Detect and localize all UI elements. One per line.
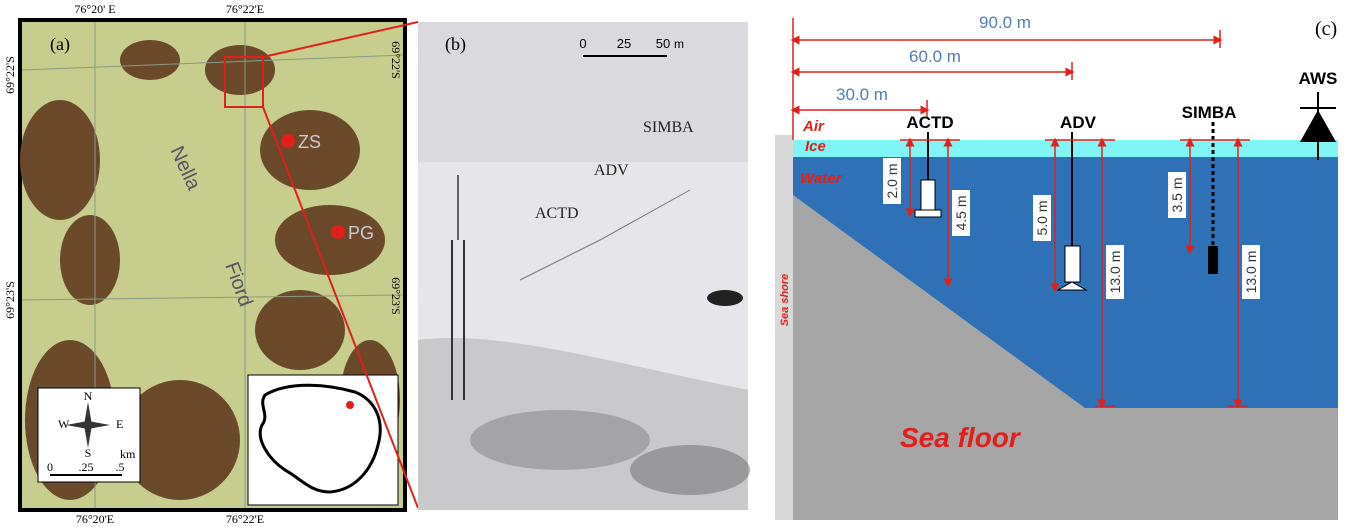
scale-tick: 50 xyxy=(656,36,670,51)
depth-label: 5.0 m xyxy=(1034,200,1050,235)
depth-label: 3.5 m xyxy=(1169,177,1185,212)
scale-tick: .5 xyxy=(116,460,125,474)
zoom-line xyxy=(262,21,419,58)
station-dot xyxy=(331,225,345,239)
compass-e: E xyxy=(116,417,123,431)
panel-label: (c) xyxy=(1315,18,1337,40)
shore xyxy=(775,135,793,520)
station-label: ZS xyxy=(298,132,321,152)
dim-label: 60.0 m xyxy=(909,47,961,66)
lat-label: 69°23'S xyxy=(3,281,17,319)
adv xyxy=(1064,245,1081,283)
map-panel: (a) 76°20' E 76°22'E 76°20'E 76°22'E 69°… xyxy=(3,2,407,526)
scale-tick: 25 xyxy=(617,36,631,51)
instrument-label: ACTD xyxy=(535,205,579,222)
instrument-label: AWS xyxy=(1299,69,1338,88)
layer-label: Air xyxy=(802,118,825,135)
aws xyxy=(1300,110,1336,142)
actd xyxy=(920,179,936,211)
compass-box: N S E W km 0 .25 .5 xyxy=(37,387,141,483)
photo-panel: (b) 0 25 50 m SIMBA ADV ACTD xyxy=(418,22,750,510)
lat-label: 69°23'S xyxy=(389,277,403,315)
layer-label: Ice xyxy=(805,138,826,155)
compass-w: W xyxy=(58,417,70,431)
compass-s: S xyxy=(85,446,92,460)
scale-unit: km xyxy=(120,447,136,461)
lat-label: 69°22'S xyxy=(389,41,403,79)
lat-label: 69°22'S xyxy=(3,56,17,94)
dim-label: 90.0 m xyxy=(979,13,1031,32)
depth-label: 2.0 m xyxy=(884,163,900,198)
station-label: PG xyxy=(348,223,374,243)
lon-label: 76°20' E xyxy=(74,2,115,16)
simba xyxy=(1208,246,1218,274)
lon-label: 76°20'E xyxy=(76,512,114,526)
layer-label: Water xyxy=(800,170,843,187)
depth-label: 4.5 m xyxy=(953,195,969,230)
instrument-label: SIMBA xyxy=(643,119,694,136)
instrument-label: ADV xyxy=(1060,113,1097,132)
depth-label: 13.0 m xyxy=(1107,251,1123,294)
lon-label: 76°22'E xyxy=(226,512,264,526)
sea-floor xyxy=(793,195,1338,520)
tower xyxy=(451,175,465,400)
instrument-label: ADV xyxy=(594,162,629,179)
zoom-box xyxy=(224,56,264,108)
depth-label: 13.0 m xyxy=(1243,251,1259,294)
lon-label: 76°22'E xyxy=(226,2,264,16)
diagram-panel: (c) 90.0 m 60.0 m 30.0 m Air Ice Water A… xyxy=(775,13,1338,520)
scale-unit: m xyxy=(674,37,684,51)
depth-dims xyxy=(900,137,1250,409)
shore-label: Sea shore xyxy=(779,274,791,327)
station-dot xyxy=(281,134,295,148)
dim-label: 30.0 m xyxy=(836,85,888,104)
panel-label: (b) xyxy=(445,34,466,55)
floor-label: Sea floor xyxy=(900,422,1022,453)
compass-n: N xyxy=(84,389,93,403)
scale-tick: .25 xyxy=(79,460,94,474)
scale-tick: 0 xyxy=(579,36,586,51)
scale-tick: 0 xyxy=(47,460,53,474)
zoom-line xyxy=(262,106,419,509)
depth-labels: 2.0 m 4.5 m 5.0 m 13.0 m 3.5 m 13.0 m xyxy=(883,158,1260,299)
instrument-label: SIMBA xyxy=(1182,103,1237,122)
ice-layer xyxy=(793,140,1338,157)
antarctica-inset xyxy=(247,374,399,506)
instrument-label: ACTD xyxy=(906,113,953,132)
panel-label: (a) xyxy=(50,34,70,55)
